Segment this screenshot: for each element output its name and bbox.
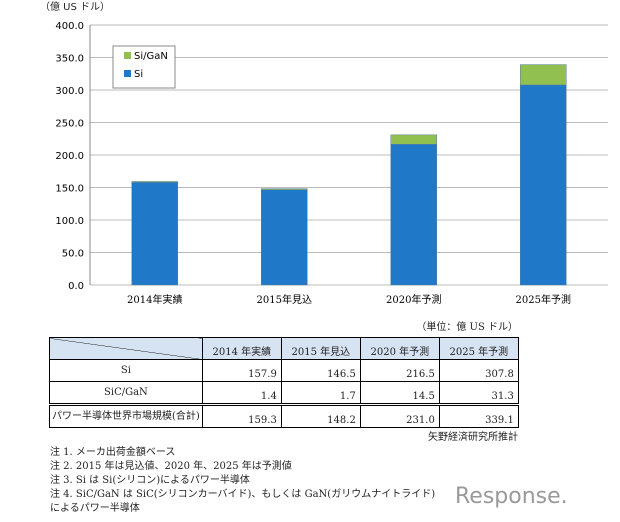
row-label: Si [49, 359, 203, 382]
table-row: SiC/GaN 1.4 1.7 14.5 31.3 [49, 381, 519, 405]
header-cell: 2025 年予測 [438, 337, 519, 360]
y-tick-label: 50.0 [62, 249, 84, 260]
cell: 31.3 [438, 381, 519, 405]
bar-chart: 0.0 50.0 100.0 150.0 200.0 250.0 300.0 350.0 400… [55, 21, 608, 306]
header-cell: 2014 年実績 [201, 337, 282, 360]
cell: 307.8 [438, 359, 519, 382]
header-cell: 2020 年予測 [359, 337, 440, 360]
source-note: 矢野経済研究所推計 [428, 432, 518, 443]
cell: 148.2 [280, 403, 361, 428]
y-tick-label: 300.0 [55, 86, 84, 97]
cell: 146.5 [280, 359, 361, 382]
response-logo: Response. [455, 484, 568, 509]
table-row: Si 157.9 146.5 216.5 307.8 [49, 359, 519, 382]
notes: 注 1. メーカ出荷金額ベース 注 2. 2015 年は見込値、2020 年、2… [50, 446, 445, 516]
cell: 157.9 [201, 359, 282, 382]
cell: 14.5 [359, 381, 440, 405]
x-tick-label: 2015年見込 [257, 293, 312, 306]
y-axis-label: （億 US ドル） [40, 2, 111, 13]
legend-swatch [124, 70, 131, 77]
y-tick-label: 200.0 [55, 151, 84, 162]
corner-cell [49, 337, 203, 360]
y-tick-label: 400.0 [55, 21, 84, 32]
y-tick-label: 250.0 [55, 119, 84, 130]
data-table: 2014 年実績 2015 年見込 2020 年予測 2025 年予測 Si 1… [49, 337, 519, 428]
row-label: SiC/GaN [49, 381, 203, 405]
y-tick-label: 0.0 [68, 281, 84, 292]
x-tick-label: 2020年予測 [386, 293, 441, 306]
row-label: パワー半導体世界市場規模(合計) [49, 403, 203, 428]
bar-si [131, 182, 178, 286]
x-tick-label: 2025年予測 [516, 293, 571, 306]
table-row-total: パワー半導体世界市場規模(合計) 159.3 148.2 231.0 339.1 [49, 403, 519, 428]
note: 注 2. 2015 年は見込値、2020 年、2025 年は予測値 [50, 461, 292, 472]
cell: 159.3 [201, 403, 282, 428]
bar-si-gan [520, 64, 567, 86]
y-tick-label: 350.0 [55, 54, 84, 65]
cell: 216.5 [359, 359, 440, 382]
note: 注 4. SiC/GaN は SiC(シリコンカーバイド)、もしくは GaN(ガ… [50, 489, 436, 514]
x-tick-label: 2014年実績 [127, 293, 182, 306]
legend-label: Si [134, 69, 143, 80]
cell: 231.0 [359, 403, 440, 428]
bar-si-gan [131, 181, 178, 183]
legend-label: Si/GaN [134, 51, 168, 62]
bar-si [261, 189, 308, 286]
bar-si [390, 144, 437, 286]
legend-box [112, 45, 176, 89]
note: 注 3. Si は Si(シリコン)によるパワー半導体 [50, 475, 250, 486]
bar-si-gan [390, 134, 437, 145]
cell: 339.1 [438, 403, 519, 428]
y-tick-label: 100.0 [55, 216, 84, 227]
header-cell: 2015 年見込 [280, 337, 361, 360]
legend-swatch [124, 52, 131, 59]
cell: 1.4 [201, 381, 282, 405]
table-unit: （単位：億 US ドル） [416, 322, 518, 333]
y-tick-label: 150.0 [55, 184, 84, 195]
note: 注 1. メーカ出荷金額ベース [50, 447, 176, 458]
cell: 1.7 [280, 381, 361, 405]
bar-si-gan [261, 188, 308, 191]
bar-si [520, 84, 567, 286]
